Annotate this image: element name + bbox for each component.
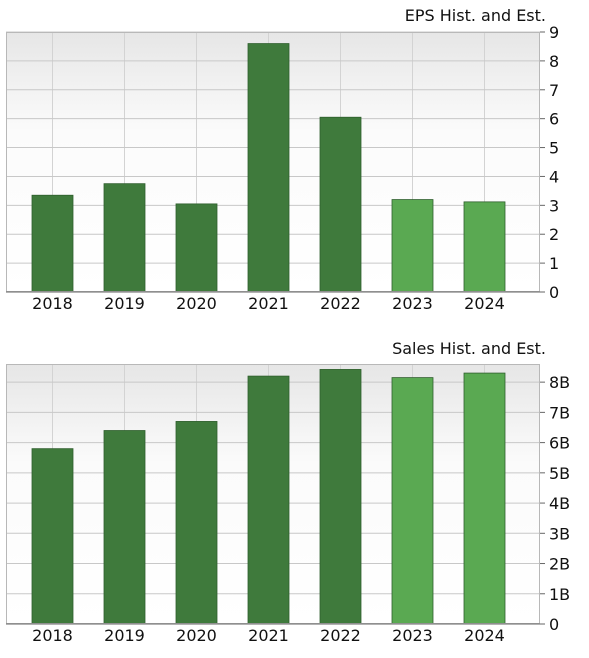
- x-tick-label: 2018: [32, 294, 73, 313]
- y-tick-label: 5: [549, 139, 559, 158]
- y-tick-label: 0: [549, 283, 559, 302]
- y-tick-label: 9: [549, 23, 559, 42]
- x-tick-label: 2020: [176, 626, 217, 645]
- y-tick-label: 2B: [549, 555, 570, 574]
- y-tick-label: 3B: [549, 524, 570, 543]
- y-tick-label: 7B: [549, 403, 570, 422]
- x-tick-label: 2019: [104, 294, 145, 313]
- chart-1: EPS Hist. and Est. 0 1 2 3 4 5 6 7 8 9 2018 2019 2020…: [6, 6, 559, 313]
- y-tick-label: 0: [549, 615, 559, 634]
- x-tick-label: 2019: [104, 626, 145, 645]
- bar-2023: [391, 377, 434, 625]
- y-tick-label: 5B: [549, 464, 570, 483]
- bar-2022: [319, 369, 362, 625]
- y-tick-label: 8: [549, 52, 559, 71]
- y-tick-label: 6: [549, 110, 559, 129]
- y-tick-label: 1B: [549, 585, 570, 604]
- bar-2021: [247, 43, 290, 293]
- chart-2: Sales Hist. and Est. 0 1B 2B 3B 4B 5B 6B 7B 8B 201…: [6, 339, 570, 645]
- x-tick-label: 2021: [248, 626, 289, 645]
- x-tick-label: 2018: [32, 626, 73, 645]
- bar-2024: [463, 372, 506, 625]
- y-tick-label: 8B: [549, 373, 570, 392]
- bar-2023: [391, 199, 434, 293]
- bar-2019: [103, 183, 146, 293]
- x-tick-label: 2022: [320, 626, 361, 645]
- x-tick-label: 2023: [392, 626, 433, 645]
- bar-2020: [175, 203, 218, 293]
- y-tick-label: 1: [549, 254, 559, 273]
- x-tick-label: 2021: [248, 294, 289, 313]
- bar-2018: [31, 448, 74, 625]
- chart-title: EPS Hist. and Est.: [405, 6, 546, 25]
- y-tick-label: 2: [549, 225, 559, 244]
- x-tick-label: 2024: [464, 626, 505, 645]
- x-tick-label: 2022: [320, 294, 361, 313]
- y-tick-label: 3: [549, 196, 559, 215]
- x-tick-label: 2020: [176, 294, 217, 313]
- chart-title: Sales Hist. and Est.: [392, 339, 546, 358]
- x-tick-label: 2023: [392, 294, 433, 313]
- bar-2024: [463, 201, 506, 293]
- bar-2018: [31, 194, 74, 293]
- bar-2019: [103, 430, 146, 625]
- y-tick-label: 6B: [549, 434, 570, 453]
- y-tick-label: 4B: [549, 494, 570, 513]
- y-tick-label: 4: [549, 167, 559, 186]
- bar-2021: [247, 375, 290, 625]
- y-tick-label: 7: [549, 81, 559, 100]
- bar-2020: [175, 421, 218, 625]
- bar-2022: [319, 116, 362, 293]
- x-tick-label: 2024: [464, 294, 505, 313]
